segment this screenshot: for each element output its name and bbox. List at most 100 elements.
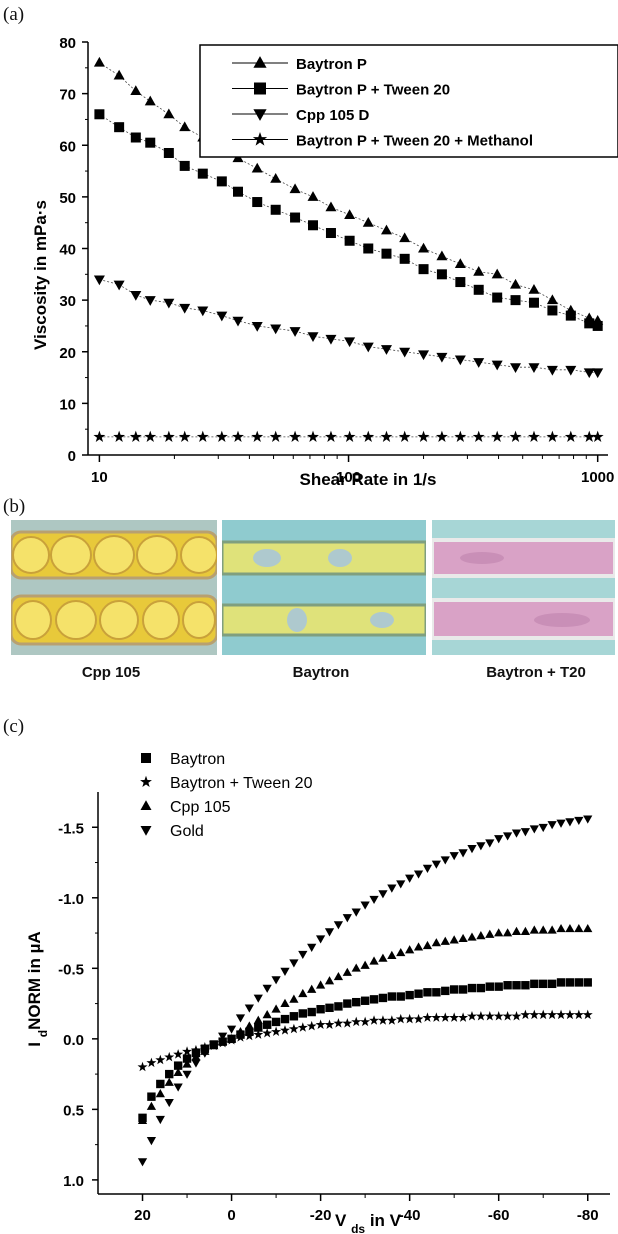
data-point — [440, 856, 450, 865]
y-tick-label: 10 — [59, 396, 76, 413]
y-tick-label: 40 — [59, 242, 76, 259]
data-point — [564, 1009, 575, 1020]
data-point — [494, 928, 504, 937]
data-point — [144, 430, 157, 442]
data-point — [191, 1059, 201, 1068]
data-point — [216, 176, 227, 187]
data-point — [155, 1054, 166, 1065]
data-point — [197, 306, 209, 317]
data-point — [405, 945, 415, 954]
data-point — [163, 147, 174, 158]
data-point — [307, 430, 319, 442]
y-tick-label: -1.0 — [58, 891, 84, 908]
caption-baytron-t20: Baytron + T20 — [486, 664, 586, 681]
y-axis-label-main: I — [25, 1042, 44, 1047]
x-axis-label-subscript: ds — [351, 1222, 365, 1234]
data-point — [226, 1034, 237, 1043]
y-tick-label: 70 — [59, 87, 76, 104]
data-point — [307, 1007, 316, 1017]
data-point — [521, 981, 530, 990]
data-point — [162, 430, 175, 442]
data-point — [574, 923, 584, 933]
data-point — [271, 976, 281, 985]
data-point — [546, 365, 558, 376]
data-point — [362, 216, 374, 227]
data-point — [491, 430, 504, 442]
data-point — [510, 363, 522, 373]
data-point — [467, 932, 477, 941]
data-point — [164, 1051, 175, 1062]
data-point — [146, 1057, 157, 1068]
data-point — [325, 228, 336, 239]
y-tick-label: 0.5 — [63, 1102, 84, 1119]
data-point — [200, 1049, 210, 1058]
data-point — [196, 430, 209, 442]
data-point — [325, 201, 337, 212]
data-point — [528, 430, 540, 442]
data-point — [380, 430, 393, 442]
data-point — [315, 980, 326, 989]
legend-marker — [140, 826, 152, 836]
data-point — [503, 981, 512, 990]
y-tick-label: 0 — [68, 448, 76, 465]
x-axis-label-main: V — [335, 1211, 347, 1230]
data-point — [173, 1049, 184, 1059]
data-point — [163, 298, 175, 309]
data-point — [280, 967, 290, 976]
legend-marker — [253, 109, 267, 121]
data-point — [399, 253, 410, 264]
data-point — [288, 1023, 299, 1034]
data-point — [454, 258, 466, 268]
data-point — [307, 220, 318, 231]
data-point — [502, 1011, 513, 1021]
legend-box — [199, 44, 618, 158]
series-2 — [94, 109, 603, 331]
y-tick-label: -1.5 — [58, 820, 84, 837]
data-point — [405, 874, 415, 883]
data-point — [251, 321, 263, 332]
data-point — [113, 280, 125, 291]
data-point — [235, 1032, 246, 1042]
data-point — [398, 430, 411, 442]
data-point — [547, 305, 558, 316]
data-point — [262, 1010, 272, 1019]
data-point — [423, 988, 432, 997]
data-point — [583, 430, 596, 442]
x-tick-label: 1000 — [581, 469, 614, 486]
data-point — [369, 995, 379, 1004]
data-point — [538, 925, 548, 934]
data-point — [458, 985, 468, 994]
data-point — [418, 350, 430, 361]
data-point — [455, 277, 466, 288]
photo-baytron-t20 — [432, 520, 615, 655]
data-point — [529, 1009, 540, 1020]
data-point — [458, 1012, 469, 1022]
data-point — [449, 935, 459, 944]
data-point — [395, 1013, 406, 1024]
data-point — [413, 870, 424, 879]
data-point — [556, 978, 566, 987]
data-point — [466, 1011, 477, 1021]
data-point — [324, 928, 335, 937]
caption-baytron: Baytron — [292, 664, 350, 681]
data-point — [539, 979, 548, 989]
data-point — [130, 132, 141, 143]
data-point — [144, 296, 156, 306]
data-point — [270, 173, 282, 183]
data-point — [449, 985, 459, 994]
legend-marker — [254, 82, 266, 95]
data-point — [494, 982, 503, 991]
data-point — [574, 816, 584, 826]
y-tick-label: 60 — [59, 138, 76, 155]
data-point — [538, 823, 548, 833]
data-point — [144, 95, 156, 106]
data-point — [324, 1019, 335, 1029]
x-axis-label-rest: in V — [365, 1211, 402, 1230]
data-point — [494, 835, 504, 844]
data-point — [94, 109, 105, 120]
legend-label: Baytron P + Tween 20 — [296, 82, 450, 99]
legend: Baytron Baytron + Tween 20 Cpp 105 Gold — [140, 751, 313, 840]
data-point — [182, 1054, 192, 1063]
data-point — [546, 430, 559, 442]
data-point — [280, 998, 290, 1007]
